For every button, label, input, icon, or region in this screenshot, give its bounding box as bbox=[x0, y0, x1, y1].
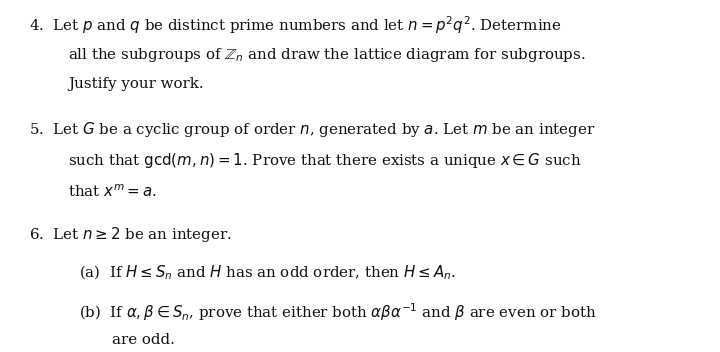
Text: 5.  Let $G$ be a cyclic group of order $n$, generated by $a$. Let $m$ be an inte: 5. Let $G$ be a cyclic group of order $n… bbox=[29, 120, 595, 139]
Text: (a)  If $H \leq S_n$ and $H$ has an odd order, then $H \leq A_n$.: (a) If $H \leq S_n$ and $H$ has an odd o… bbox=[79, 264, 456, 282]
Text: (b)  If $\alpha, \beta \in S_n$, prove that either both $\alpha\beta\alpha^{-1}$: (b) If $\alpha, \beta \in S_n$, prove th… bbox=[79, 301, 597, 323]
Text: Justify your work.: Justify your work. bbox=[68, 77, 204, 92]
Text: 4.  Let $p$ and $q$ be distinct prime numbers and let $n = p^2q^2$. Determine: 4. Let $p$ and $q$ be distinct prime num… bbox=[29, 14, 562, 36]
Text: are odd.: are odd. bbox=[112, 333, 174, 347]
Text: such that $\mathrm{gcd}(m, n) = 1$. Prove that there exists a unique $x \in G$ s: such that $\mathrm{gcd}(m, n) = 1$. Prov… bbox=[68, 151, 582, 170]
Text: that $x^m = a$.: that $x^m = a$. bbox=[68, 183, 157, 200]
Text: all the subgroups of $\mathbb{Z}_n$ and draw the lattice diagram for subgroups.: all the subgroups of $\mathbb{Z}_n$ and … bbox=[68, 46, 586, 64]
Text: 6.  Let $n \geq 2$ be an integer.: 6. Let $n \geq 2$ be an integer. bbox=[29, 225, 232, 244]
